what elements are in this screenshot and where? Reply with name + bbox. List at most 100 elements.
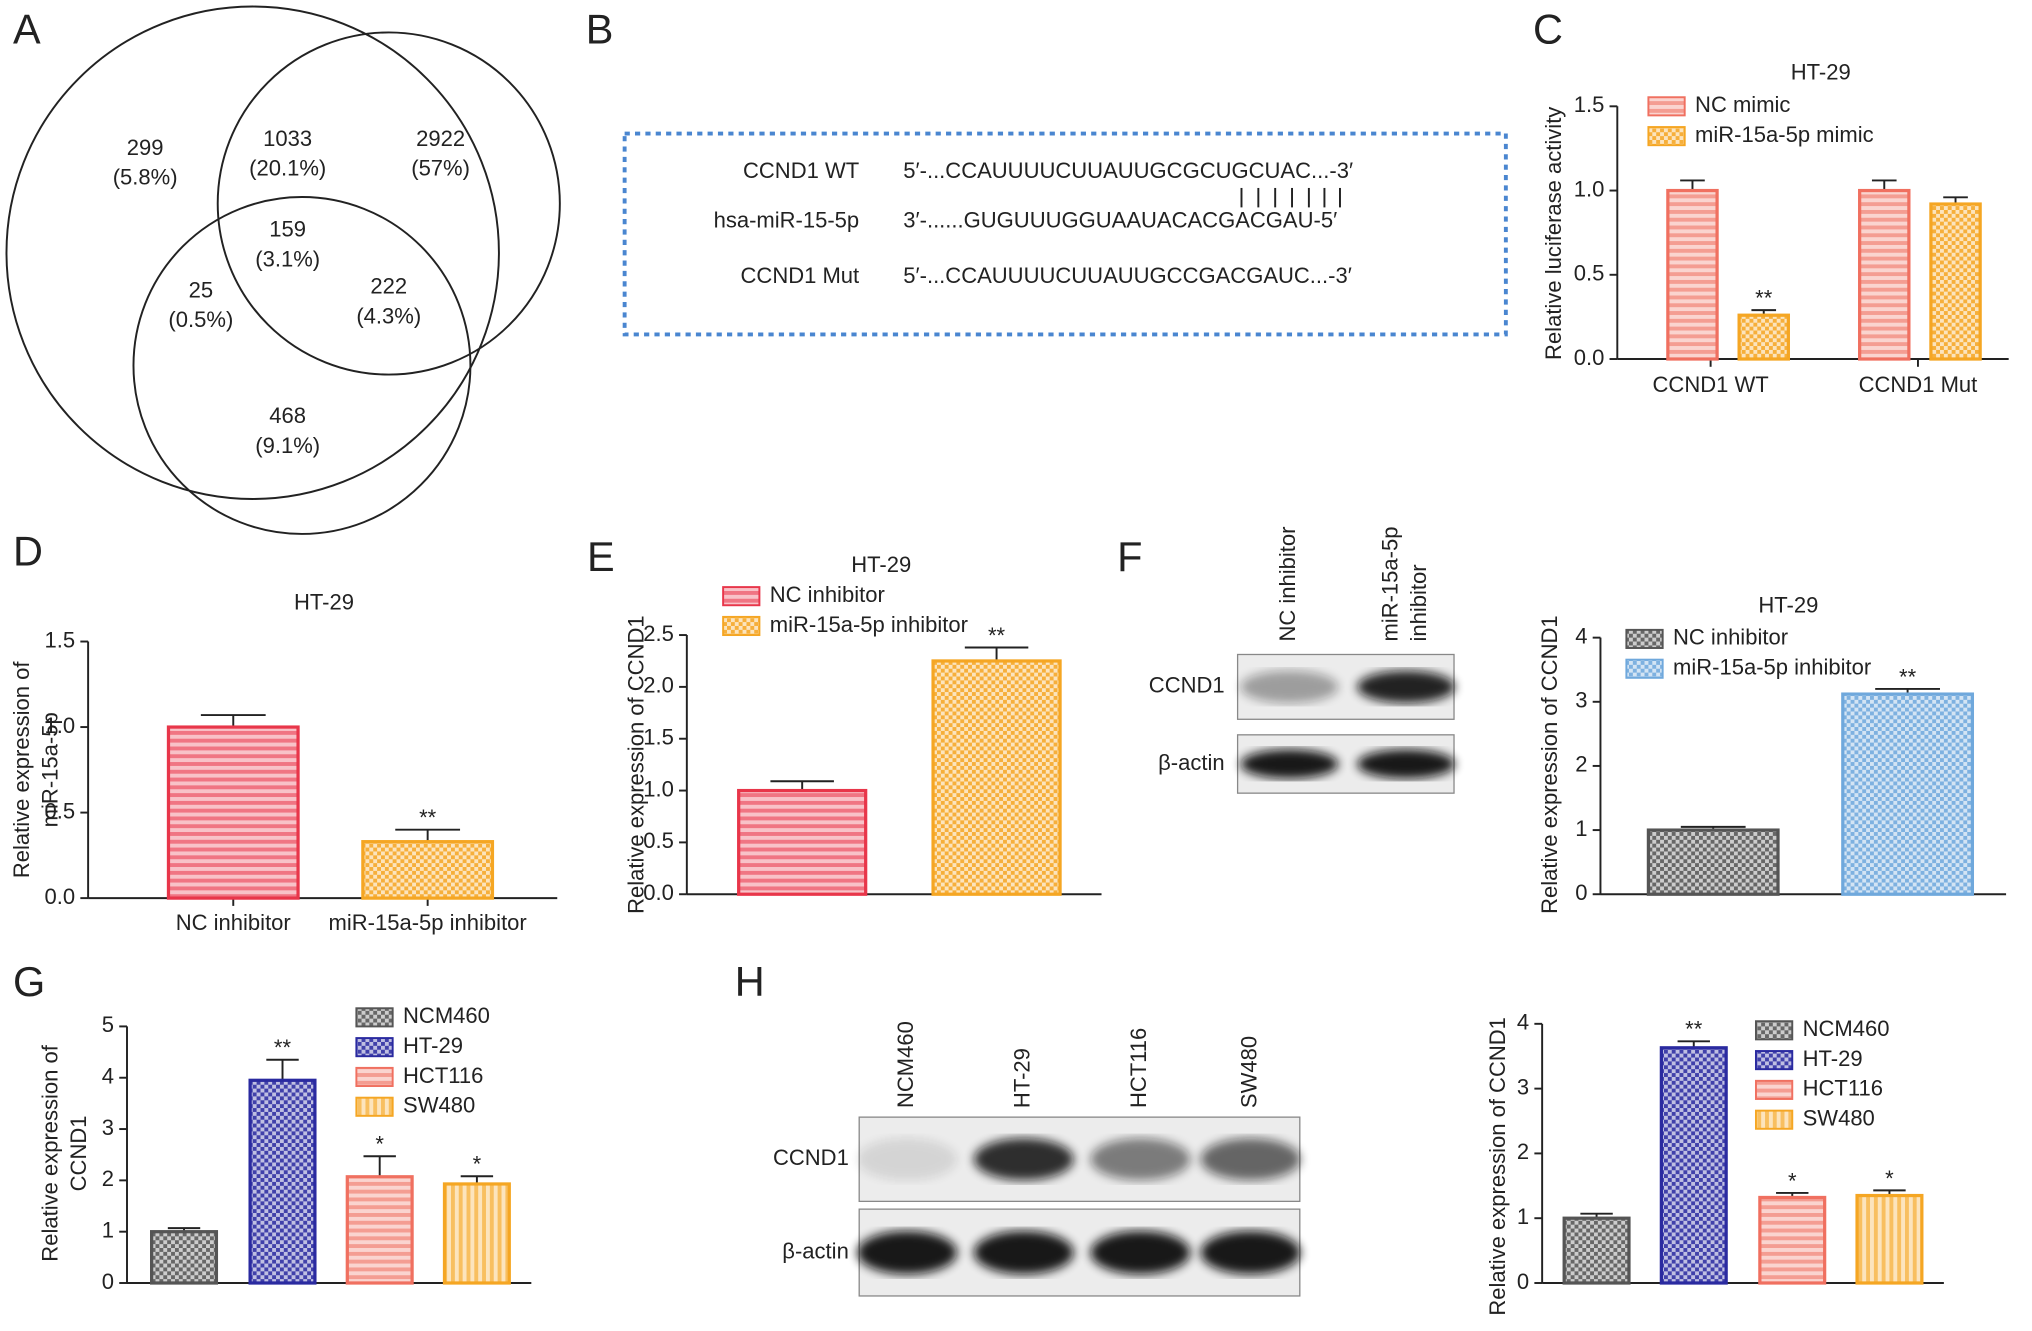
- panel-letter: F: [1117, 533, 1142, 580]
- chart-title: HT-29: [851, 552, 911, 577]
- bar: [1562, 1216, 1631, 1285]
- venn-percent: (57%): [411, 156, 470, 181]
- legend-swatch: [1625, 658, 1664, 679]
- venn-circle: [132, 196, 472, 535]
- y-tick-label: 0.5: [1574, 261, 1605, 286]
- blot-lane-label: SW480: [1236, 1036, 1261, 1108]
- blot-lane-label: NC inhibitor: [1275, 527, 1300, 642]
- y-axis-label: Relative expression of CCND1: [1537, 615, 1562, 914]
- bar: [361, 840, 495, 900]
- y-axis-label: Relative expression of: [38, 1044, 63, 1261]
- legend-swatch: [1647, 126, 1686, 147]
- blot-band: [1240, 670, 1339, 704]
- y-tick-label: 2: [102, 1166, 114, 1191]
- bar: [1737, 313, 1790, 361]
- blot-band: [857, 1138, 958, 1181]
- sequence: 3′-......GUGUUUGGUAAUACACGACGAU-5′: [903, 207, 1337, 232]
- blot-lane-label: inhibitor: [1406, 564, 1431, 641]
- y-tick-label: 1.0: [45, 713, 76, 738]
- legend-label: SW480: [403, 1093, 475, 1118]
- panel-letter: A: [13, 5, 41, 52]
- significance: **: [1899, 664, 1917, 689]
- y-tick-label: 1: [1575, 816, 1587, 841]
- venn-count: 159: [269, 217, 306, 242]
- legend-label: HCT116: [1803, 1076, 1883, 1101]
- blot-row-label: CCND1: [1149, 673, 1225, 698]
- bar: [1855, 1193, 1924, 1285]
- y-axis-label: Relative luciferase activity: [1541, 107, 1566, 360]
- significance: *: [1885, 1166, 1894, 1191]
- significance: *: [1788, 1168, 1797, 1193]
- y-axis-label: Relative expression of: [9, 661, 34, 878]
- blot-band: [973, 1230, 1074, 1275]
- blot-band: [1240, 749, 1339, 779]
- bar: [442, 1182, 511, 1285]
- y-tick-label: 0: [1517, 1269, 1529, 1294]
- bar: [737, 788, 868, 896]
- legend-swatch: [1754, 1079, 1794, 1100]
- y-tick-label: 0.0: [1574, 345, 1605, 370]
- legend-label: NC inhibitor: [1673, 625, 1788, 650]
- panel-letter: C: [1533, 5, 1563, 52]
- y-axis-label: miR-15a-5p: [38, 712, 63, 827]
- venn-percent: (20.1%): [249, 156, 326, 181]
- significance: *: [473, 1152, 482, 1177]
- blot-band: [1200, 1138, 1301, 1181]
- panel-letter: D: [13, 528, 43, 575]
- blot-band: [973, 1138, 1074, 1181]
- panel-letter: B: [586, 5, 614, 52]
- significance: **: [419, 805, 437, 830]
- venn-count: 299: [127, 135, 164, 160]
- chart-title: HT-29: [1791, 60, 1851, 85]
- blot-band: [857, 1230, 958, 1275]
- y-tick-label: 0: [1575, 880, 1587, 905]
- y-axis-label: Relative expression of CCND1: [623, 615, 648, 914]
- blot-band: [1357, 670, 1455, 704]
- bar: [150, 1230, 219, 1285]
- bar: [1841, 692, 1975, 896]
- venn-count: 25: [189, 277, 214, 302]
- bar: [1758, 1195, 1827, 1285]
- legend-label: HT-29: [1803, 1046, 1863, 1071]
- venn-circle: [5, 5, 500, 500]
- y-tick-label: 4: [1575, 623, 1587, 648]
- legend-label: SW480: [1803, 1106, 1875, 1131]
- bar: [931, 659, 1062, 896]
- panel-letter: H: [735, 958, 765, 1005]
- y-tick-label: 0.5: [643, 828, 674, 853]
- y-tick-label: 3: [1517, 1074, 1529, 1099]
- y-tick-label: 1.0: [643, 776, 674, 801]
- y-tick-label: 1.5: [1574, 92, 1605, 117]
- sequence: 5′-...CCAUUUUCUUAUUGCGCUGCUAC...-3′: [903, 158, 1353, 183]
- venn-count: 2922: [416, 126, 465, 151]
- y-tick-label: 1.0: [1574, 176, 1605, 201]
- bar: [1646, 828, 1780, 896]
- legend-swatch: [355, 1007, 394, 1028]
- y-tick-label: 2.5: [643, 621, 674, 646]
- blot-row-label: β-actin: [782, 1238, 849, 1263]
- sequence-name: hsa-miR-15-5p: [714, 207, 860, 232]
- sequence-name: CCND1 WT: [743, 158, 859, 183]
- legend-label: miR-15a-5p inhibitor: [770, 612, 968, 637]
- x-tick-label: NC inhibitor: [176, 910, 291, 935]
- sequence-box: [622, 131, 1508, 337]
- legend-label: NCM460: [1803, 1016, 1890, 1041]
- legend-label: NCM460: [403, 1003, 490, 1028]
- venn-count: 222: [370, 274, 407, 299]
- y-axis-label: Relative expression of CCND1: [1485, 1017, 1510, 1316]
- blot-row-label: CCND1: [773, 1145, 849, 1170]
- y-tick-label: 1: [1517, 1204, 1529, 1229]
- legend-swatch: [355, 1096, 394, 1117]
- venn-percent: (4.3%): [356, 303, 421, 328]
- legend-label: miR-15a-5p inhibitor: [1673, 655, 1871, 680]
- blot-band: [1357, 749, 1455, 779]
- legend-swatch: [722, 586, 761, 607]
- sequence: 5′-...CCAUUUUCUUAUUGCCGACGAUC...-3′: [903, 263, 1352, 288]
- x-tick-label: miR-15a-5p inhibitor: [329, 910, 527, 935]
- x-tick-label: CCND1 Mut: [1859, 372, 1978, 397]
- y-tick-label: 2: [1517, 1139, 1529, 1164]
- significance: *: [375, 1132, 384, 1157]
- venn-percent: (3.1%): [255, 246, 320, 271]
- y-tick-label: 1.5: [643, 725, 674, 750]
